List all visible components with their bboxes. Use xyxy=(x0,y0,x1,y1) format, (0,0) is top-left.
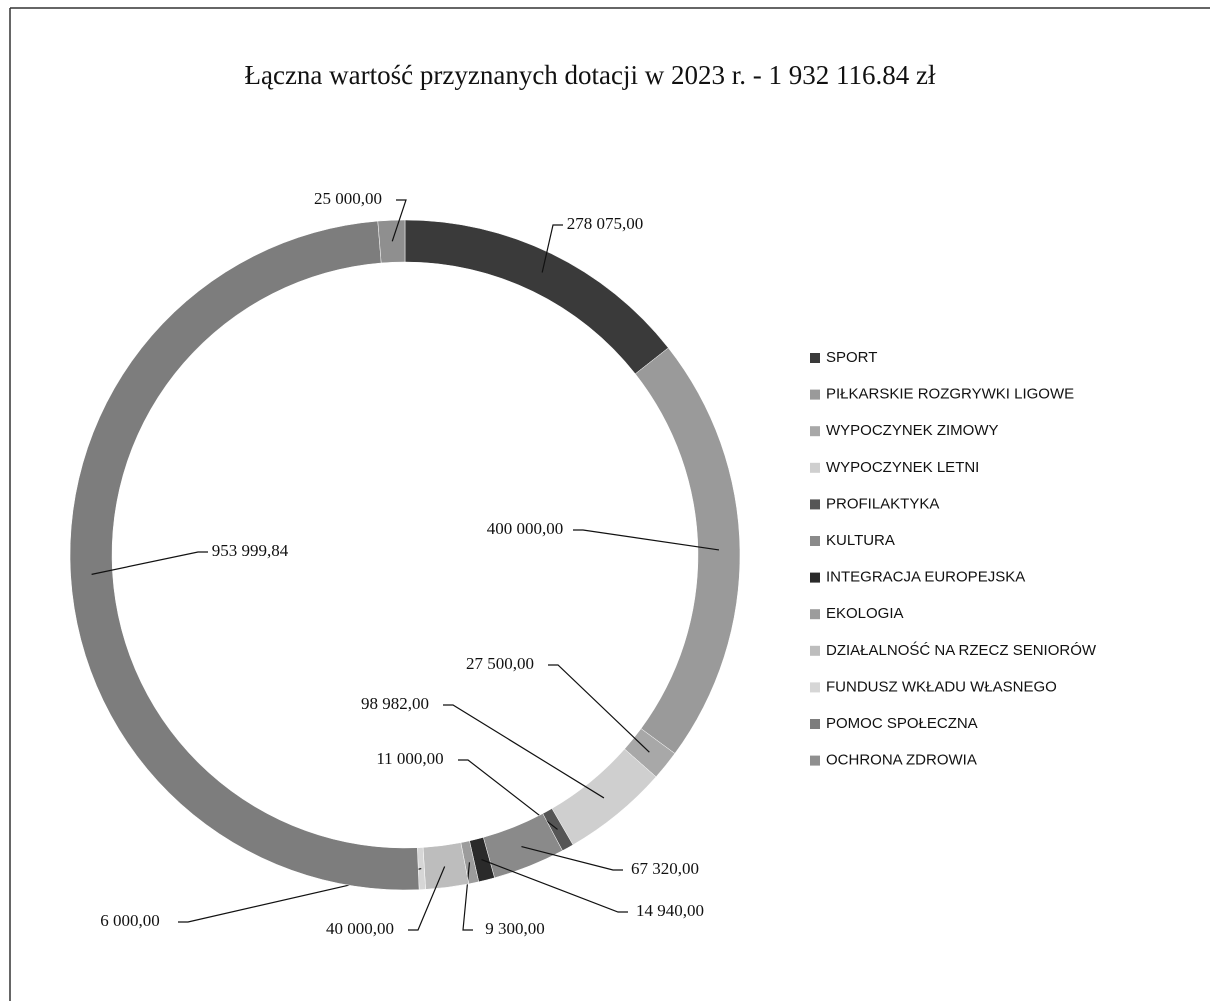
donut-slice xyxy=(404,219,669,375)
legend-label: SPORT xyxy=(826,349,877,366)
data-label: 9 300,00 xyxy=(485,919,545,938)
legend-label: DZIAŁALNOŚĆ NA RZECZ SENIORÓW xyxy=(826,641,1097,659)
leader-line xyxy=(541,224,563,273)
data-label: 278 075,00 xyxy=(567,214,644,233)
donut-slice xyxy=(634,347,741,754)
leader-line xyxy=(408,866,446,931)
donut-slice xyxy=(551,748,657,846)
data-label: 67 320,00 xyxy=(631,859,699,878)
donut-slice xyxy=(377,219,406,264)
chart-title: Łączna wartość przyznanych dotacji w 202… xyxy=(244,60,936,90)
data-label: 6 000,00 xyxy=(100,911,160,930)
legend-swatch xyxy=(810,499,820,510)
legend-swatch xyxy=(810,719,820,729)
legend-label: INTEGRACJA EUROPEJSKA xyxy=(826,569,1025,586)
legend-label: FUNDUSZ WKŁADU WŁASNEGO xyxy=(826,678,1057,695)
legend-swatch xyxy=(810,462,820,473)
legend-label: WYPOCZYNEK ZIMOWY xyxy=(826,422,999,439)
legend-swatch xyxy=(810,645,820,656)
donut-slice xyxy=(69,220,420,891)
legend-label: EKOLOGIA xyxy=(826,605,904,622)
data-label: 25 000,00 xyxy=(314,189,382,208)
legend-label: PIŁKARSKIE ROZGRYWKI LIGOWE xyxy=(826,386,1074,403)
data-label: 14 940,00 xyxy=(636,901,704,920)
legend-label: OCHRONA ZDROWIA xyxy=(826,752,977,769)
data-label: 27 500,00 xyxy=(466,654,534,673)
legend-swatch xyxy=(810,572,820,583)
leader-line xyxy=(548,664,650,753)
leader-line xyxy=(443,704,605,799)
legend-label: WYPOCZYNEK LETNI xyxy=(826,459,979,476)
leader-line xyxy=(91,551,208,575)
legend-swatch xyxy=(810,353,820,363)
leader-line xyxy=(481,858,628,913)
legend-label: KULTURA xyxy=(826,532,895,549)
leader-line xyxy=(462,862,473,931)
data-label: 953 999,84 xyxy=(212,541,289,560)
data-label: 11 000,00 xyxy=(376,749,443,768)
donut-slice xyxy=(422,842,470,890)
legend-swatch xyxy=(810,389,820,400)
leader-line xyxy=(573,529,720,551)
leader-line xyxy=(521,846,623,871)
legend-label: POMOC SPOŁECZNA xyxy=(826,715,978,732)
leader-line xyxy=(391,199,407,242)
data-label: 98 982,00 xyxy=(361,694,429,713)
data-label: 400 000,00 xyxy=(487,519,564,538)
legend-swatch xyxy=(810,755,820,766)
legend-label: PROFILAKTYKA xyxy=(826,495,939,512)
data-label: 40 000,00 xyxy=(326,919,394,938)
legend-swatch xyxy=(810,426,820,437)
leader-line xyxy=(458,759,558,830)
legend-swatch xyxy=(810,609,820,620)
legend-swatch xyxy=(810,682,820,693)
legend-swatch xyxy=(810,536,820,546)
leader-line xyxy=(178,867,422,923)
